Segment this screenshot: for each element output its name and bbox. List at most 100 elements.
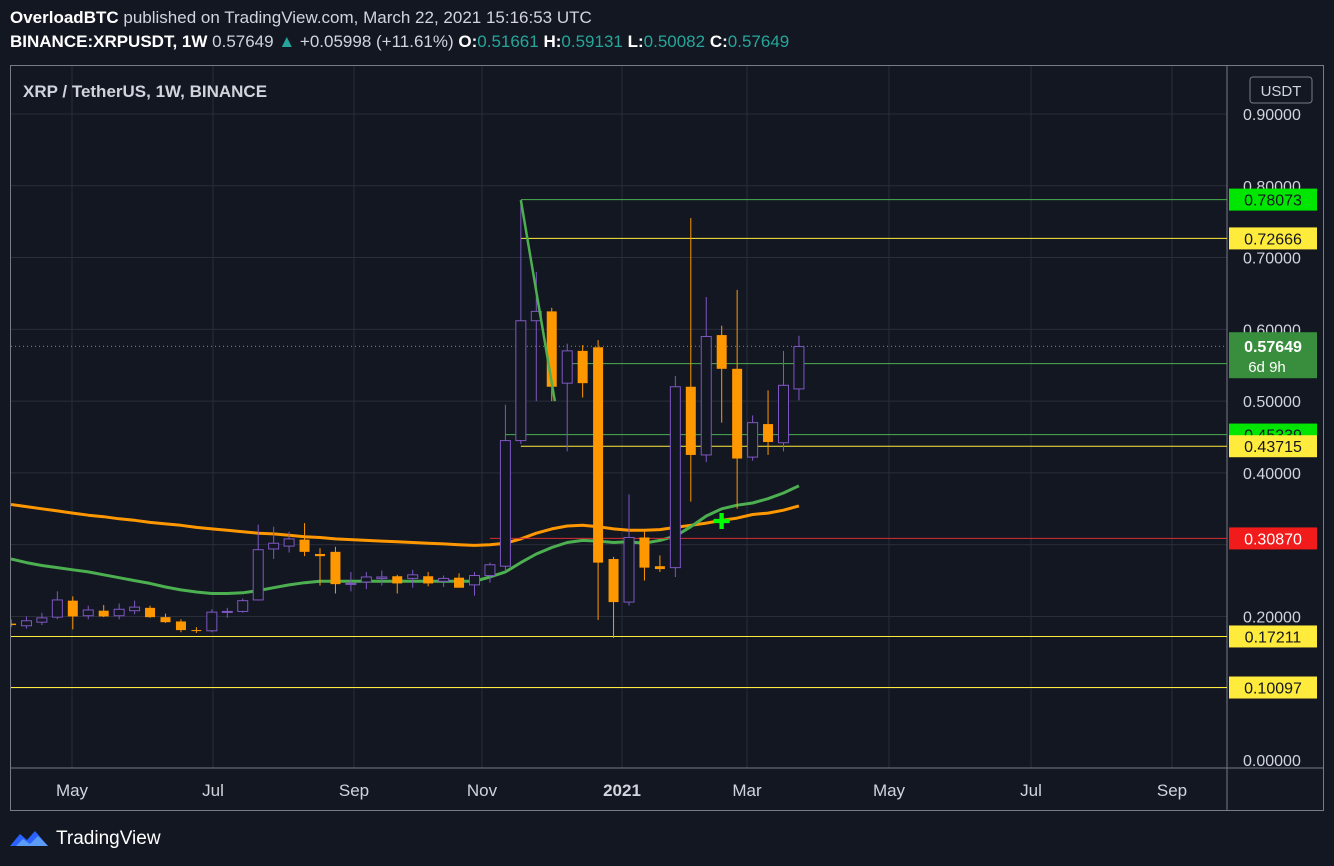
open-label: O: (458, 32, 478, 51)
x-tick-label: Jul (1020, 781, 1042, 800)
close-label: C: (709, 32, 728, 51)
level-label: 0.17211 (1245, 629, 1302, 646)
x-tick-label: Mar (732, 781, 762, 800)
candle-body (82, 609, 94, 617)
currency-button[interactable] (1249, 76, 1313, 104)
publication-info: published on TradingView.com, March 22, … (123, 8, 592, 27)
candle-body (778, 384, 789, 444)
plot-area[interactable] (11, 66, 1227, 768)
last-price-box (1229, 332, 1317, 379)
ohlc-line: BINANCE:XRPUSDT, 1W 0.57649 ▲ +0.05998 (… (10, 30, 1320, 54)
level-label-box (1229, 435, 1317, 458)
candle-body (685, 386, 696, 455)
candle-body (669, 386, 681, 569)
candle-body (330, 551, 341, 585)
x-tick-label: 2021 (603, 781, 641, 800)
footer: TradingView (10, 826, 161, 852)
x-tick-label: Sep (1157, 781, 1187, 800)
y-tick-label: 0.00000 (1243, 753, 1301, 770)
candle-body (515, 320, 527, 442)
level-label-box (1229, 527, 1317, 550)
high-label: H: (543, 32, 562, 51)
publication-line: OverloadBTC published on TradingView.com… (10, 6, 1320, 30)
candle-body (499, 440, 511, 567)
candle-body (98, 610, 109, 617)
y-tick-label: 0.40000 (1243, 466, 1301, 483)
currency-label: USDT (1261, 83, 1302, 100)
candle-body (360, 576, 372, 583)
candle-body (639, 537, 650, 568)
candle-body (67, 600, 78, 617)
price-chart[interactable]: ✚ XRP / TetherUS, 1W, BINANCE USDT 0.90000 0… (11, 66, 1323, 810)
candle-body (129, 606, 141, 612)
candle-body (20, 620, 32, 627)
y-tick-label: 0.20000 (1243, 609, 1301, 626)
level-label: 0.43715 (1244, 439, 1302, 456)
open-value: 0.51661 (477, 32, 539, 51)
candle-body (654, 566, 665, 570)
candle-body (593, 347, 604, 563)
candle-body (175, 621, 186, 631)
candle-body (793, 346, 805, 390)
candle-body (469, 575, 480, 586)
candle-body (36, 617, 48, 623)
close-value: 0.57649 (727, 32, 790, 51)
x-tick-label: Nov (467, 781, 498, 800)
last-price: 0.57649 (212, 32, 274, 51)
chart-frame[interactable]: ✚ XRP / TetherUS, 1W, BINANCE USDT 0.90000 0… (10, 65, 1324, 811)
chart-header: OverloadBTC published on TradingView.com… (10, 6, 1320, 54)
candle-body (252, 549, 264, 601)
high-value: 0.59131 (561, 32, 623, 51)
author-name[interactable]: OverloadBTC (10, 8, 119, 27)
level-label-box (1229, 227, 1317, 250)
candle-body (145, 607, 156, 618)
low-value: 0.50082 (643, 32, 706, 51)
up-arrow-icon: ▲ (278, 32, 296, 51)
level-label: 0.30870 (1244, 531, 1302, 548)
candle-body (732, 368, 743, 459)
candle-body (51, 599, 63, 618)
candle-body (763, 424, 774, 443)
x-tick-label: Sep (339, 781, 369, 800)
y-tick-label: 0.90000 (1243, 107, 1301, 124)
candle-body (700, 336, 712, 456)
tradingview-brand[interactable]: TradingView (56, 828, 161, 849)
symbol-label: BINANCE:XRPUSDT, 1W (10, 32, 208, 51)
candle-body (716, 335, 727, 369)
candle-body (237, 600, 249, 612)
level-label: 0.78073 (1244, 193, 1302, 210)
cross-marker-icon: ✚ (712, 510, 730, 535)
candle-body (315, 553, 325, 557)
last-price-label: 0.57649 (1244, 339, 1302, 356)
candle-body (345, 582, 357, 585)
level-label-box (1229, 625, 1317, 648)
candle-body (392, 576, 403, 584)
candle-body (546, 311, 557, 387)
x-tick-label: Jul (202, 781, 224, 800)
candle-body (268, 542, 280, 550)
candle-body (11, 623, 16, 626)
level-label-box (1229, 676, 1317, 699)
candle-body (160, 617, 171, 623)
low-label: L: (627, 32, 644, 51)
level-label: 0.10097 (1244, 681, 1302, 698)
candle-body (561, 350, 573, 384)
price-change: +0.05998 (+11.61%) (299, 32, 454, 51)
candle-body (454, 577, 465, 588)
candle-body (191, 630, 202, 632)
candle-body (407, 574, 419, 579)
candle-body (623, 536, 635, 603)
candle-body (283, 538, 295, 547)
candle-body (376, 576, 388, 579)
candle-body (113, 608, 125, 617)
candle-body (438, 577, 450, 582)
x-tick-label: May (56, 781, 89, 800)
y-tick-label: 0.70000 (1243, 251, 1301, 268)
trend-line[interactable] (519, 199, 557, 402)
ma-orange-line (11, 503, 800, 547)
tradingview-logo-icon[interactable] (10, 828, 50, 850)
candle-body (577, 350, 588, 384)
chart-title: XRP / TetherUS, 1W, BINANCE (23, 82, 267, 101)
y-tick-label: 0.50000 (1243, 394, 1301, 411)
candle-body (484, 564, 496, 577)
